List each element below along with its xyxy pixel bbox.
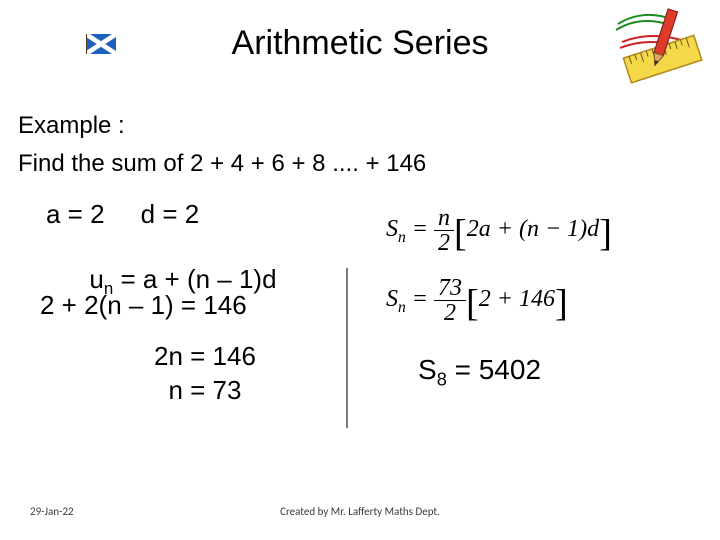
f1-S: S bbox=[386, 216, 398, 242]
footer-credit: Created by Mr. Lafferty Maths Dept. bbox=[0, 505, 720, 518]
f1-den: 2 bbox=[434, 231, 454, 255]
result-value: = 5402 bbox=[447, 354, 541, 385]
page-title: Arithmetic Series bbox=[0, 24, 720, 63]
result-S: S bbox=[418, 354, 437, 385]
result: S8 = 5402 bbox=[418, 354, 541, 391]
f2-eq: = bbox=[406, 286, 434, 312]
step3-line2: n = 73 bbox=[154, 374, 256, 408]
f2-nsub: n bbox=[398, 299, 406, 316]
step-equation-1: 2 + 2(n – 1) = 146 bbox=[40, 290, 247, 321]
slide: Arithmetic Series Example : Find the sum… bbox=[0, 0, 720, 540]
example-label: Example : bbox=[18, 112, 125, 140]
f1-nsub: n bbox=[398, 229, 406, 246]
f2-den: 2 bbox=[434, 301, 466, 325]
vertical-divider bbox=[346, 268, 348, 428]
a-d-line: a = 2 d = 2 bbox=[46, 198, 277, 231]
f2-inside: 2 + 146 bbox=[479, 286, 555, 312]
f2-lbr: [ bbox=[466, 283, 479, 325]
f2-S: S bbox=[386, 286, 398, 312]
f1-num: n bbox=[434, 206, 454, 231]
step3-line1: 2n = 146 bbox=[154, 340, 256, 374]
problem-prompt: Find the sum of 2 + 4 + 6 + 8 .... + 146 bbox=[18, 150, 426, 178]
result-sub: 8 bbox=[437, 370, 447, 390]
sum-formula-substituted: Sn = 732[2 + 146] bbox=[386, 276, 646, 318]
f1-lbr: [ bbox=[454, 213, 467, 255]
f2-frac: 732 bbox=[434, 276, 466, 325]
f1-eq: = bbox=[406, 216, 434, 242]
f1-rbr: ] bbox=[599, 213, 612, 255]
f2-num: 73 bbox=[434, 276, 466, 301]
f1-inside: 2a + (n − 1)d bbox=[467, 216, 599, 242]
f2-rbr: ] bbox=[555, 283, 568, 325]
f1-frac: n2 bbox=[434, 206, 454, 255]
sum-formula-general: Sn = n2[2a + (n − 1)d] bbox=[386, 206, 646, 248]
step-equation-2: 2n = 146 n = 73 bbox=[154, 340, 256, 408]
